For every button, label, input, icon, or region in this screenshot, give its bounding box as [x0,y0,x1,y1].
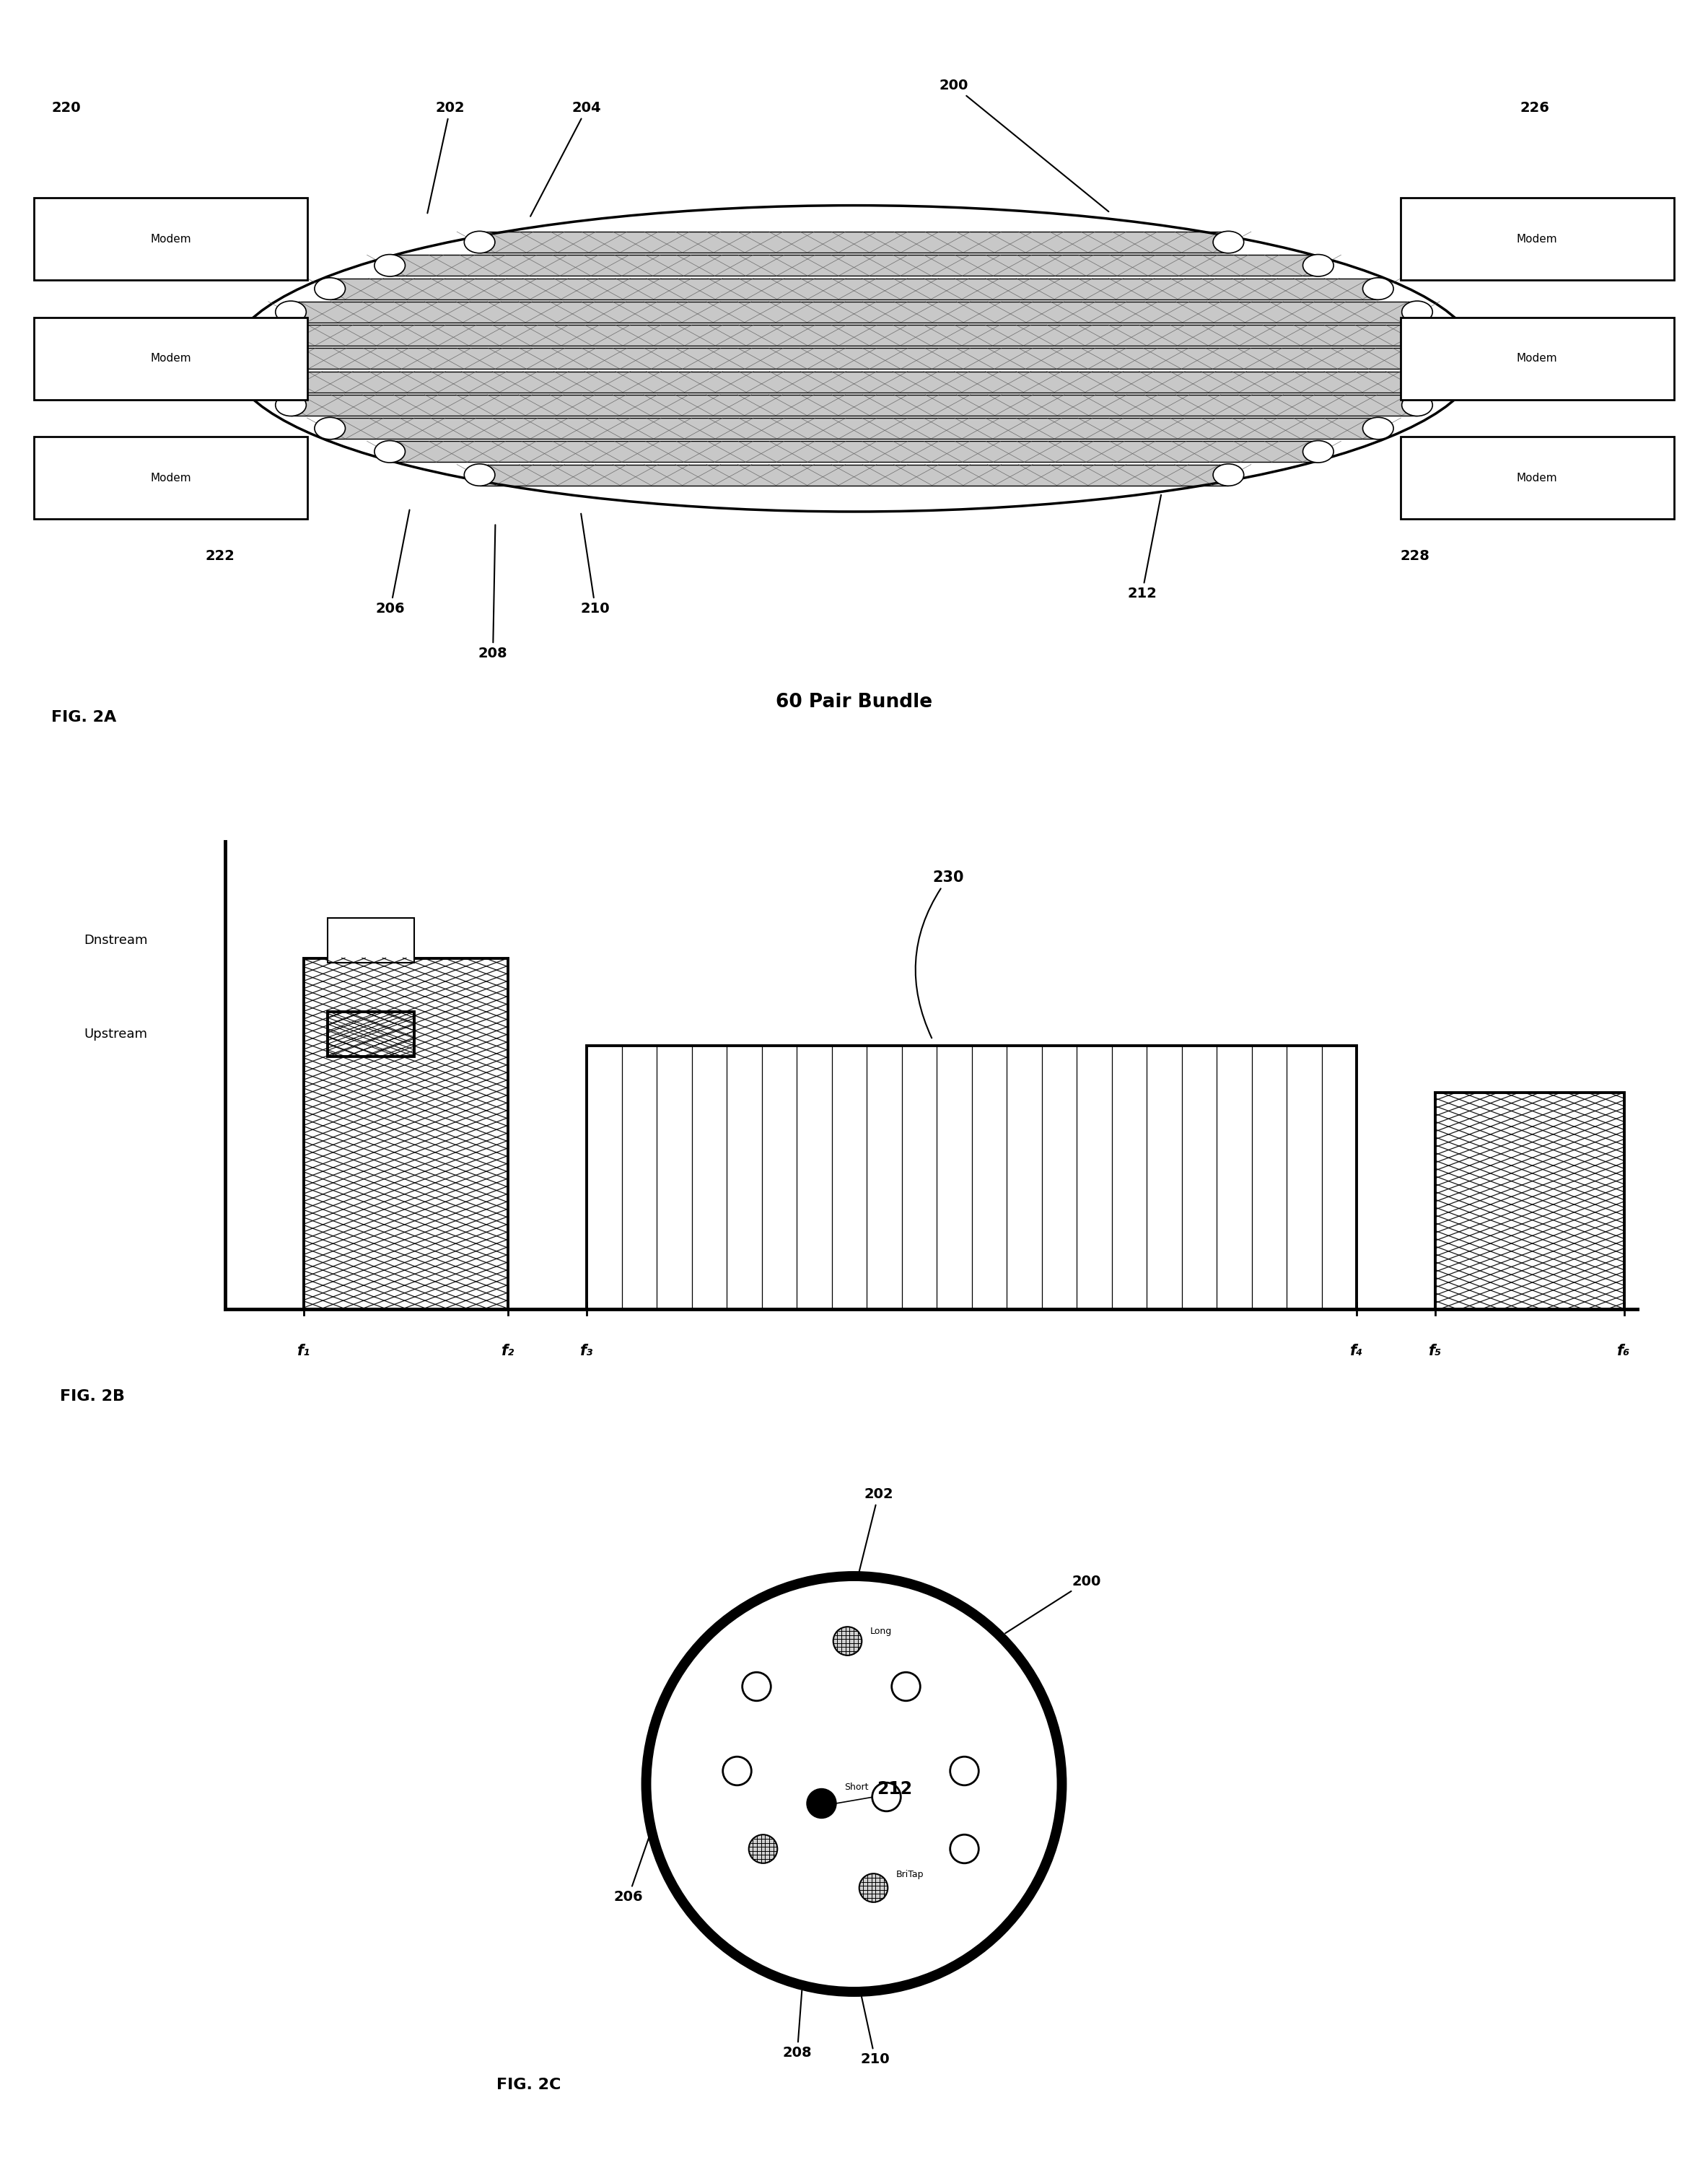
Text: f₁: f₁ [297,1344,311,1357]
Text: 222: 222 [205,550,234,563]
Text: 220: 220 [51,102,80,115]
Text: Modem: Modem [1517,472,1558,483]
Text: FIG. 2A: FIG. 2A [51,710,116,725]
Ellipse shape [465,463,495,485]
Text: Modem: Modem [1517,353,1558,364]
Bar [330,279,1378,299]
Ellipse shape [1363,418,1394,439]
Circle shape [859,1873,888,1903]
Bar [34,437,307,520]
Circle shape [808,1788,835,1819]
Text: 210: 210 [581,513,610,615]
Ellipse shape [1303,255,1334,277]
Text: 202: 202 [857,1487,893,1578]
Text: 200: 200 [939,78,1108,212]
Ellipse shape [1303,442,1334,463]
Text: FIG. 2B: FIG. 2B [60,1390,125,1403]
Ellipse shape [314,277,345,299]
Ellipse shape [1213,232,1243,253]
Bar [34,318,307,401]
Bar [268,325,1440,346]
Circle shape [950,1834,979,1864]
Text: Modem: Modem [150,234,191,245]
Bar [588,1046,1356,1308]
Bar [389,255,1319,275]
Text: 208: 208 [782,1990,811,2059]
Bar [304,957,509,1308]
Text: Modem: Modem [150,472,191,483]
Ellipse shape [246,349,277,370]
Text: 212: 212 [876,1780,912,1797]
Text: f₃: f₃ [581,1344,593,1357]
Ellipse shape [1402,301,1433,323]
Ellipse shape [253,370,284,392]
Ellipse shape [275,394,306,416]
Ellipse shape [253,325,284,346]
Circle shape [892,1671,921,1702]
Bar [290,301,1418,323]
Text: BriTap: BriTap [897,1871,924,1879]
Circle shape [722,1756,752,1786]
Ellipse shape [314,418,345,439]
Ellipse shape [1213,463,1243,485]
Bar [290,394,1418,416]
Circle shape [646,1576,1062,1992]
Bar [328,918,413,963]
Circle shape [950,1756,979,1786]
Bar [480,232,1228,253]
Bar [1435,1093,1624,1308]
Ellipse shape [1424,370,1455,392]
Bar [1401,197,1674,279]
Bar [389,442,1319,461]
Bar [268,372,1440,392]
Ellipse shape [1424,325,1455,346]
Text: 60 Pair Bundle: 60 Pair Bundle [775,693,933,712]
Ellipse shape [1402,394,1433,416]
Bar [261,349,1447,368]
Text: 206: 206 [376,511,410,615]
Bar [34,197,307,279]
Bar [330,418,1378,439]
Circle shape [834,1626,863,1656]
Text: f₄: f₄ [1351,1344,1363,1357]
Text: f₆: f₆ [1617,1344,1631,1357]
Text: Long: Long [871,1626,892,1637]
Ellipse shape [1363,277,1394,299]
Text: FIG. 2C: FIG. 2C [497,2078,562,2091]
Text: 204: 204 [531,102,601,216]
Text: 202: 202 [427,102,465,212]
Text: 200: 200 [1006,1574,1102,1632]
Text: 226: 226 [1520,102,1549,115]
Ellipse shape [275,301,306,323]
Ellipse shape [374,442,405,463]
Text: Short: Short [844,1782,868,1793]
Text: 210: 210 [861,1994,890,2065]
Ellipse shape [1431,349,1462,370]
Text: Modem: Modem [150,353,191,364]
Ellipse shape [374,255,405,277]
Text: f₂: f₂ [502,1344,514,1357]
Bar [1401,318,1674,401]
Bar [1401,437,1674,520]
Text: 206: 206 [613,1838,649,1903]
Text: 212: 212 [1127,496,1161,600]
Circle shape [873,1782,900,1812]
Text: 228: 228 [1401,550,1430,563]
Text: 208: 208 [478,524,507,660]
Text: f₅: f₅ [1430,1344,1442,1357]
Bar [328,1011,413,1057]
Bar [480,465,1228,485]
Ellipse shape [465,232,495,253]
Text: 230: 230 [915,870,963,1037]
Text: Modem: Modem [1517,234,1558,245]
Text: Dnstream: Dnstream [84,933,149,946]
Circle shape [743,1671,770,1702]
Text: Upstream: Upstream [84,1028,147,1041]
Circle shape [748,1834,777,1864]
